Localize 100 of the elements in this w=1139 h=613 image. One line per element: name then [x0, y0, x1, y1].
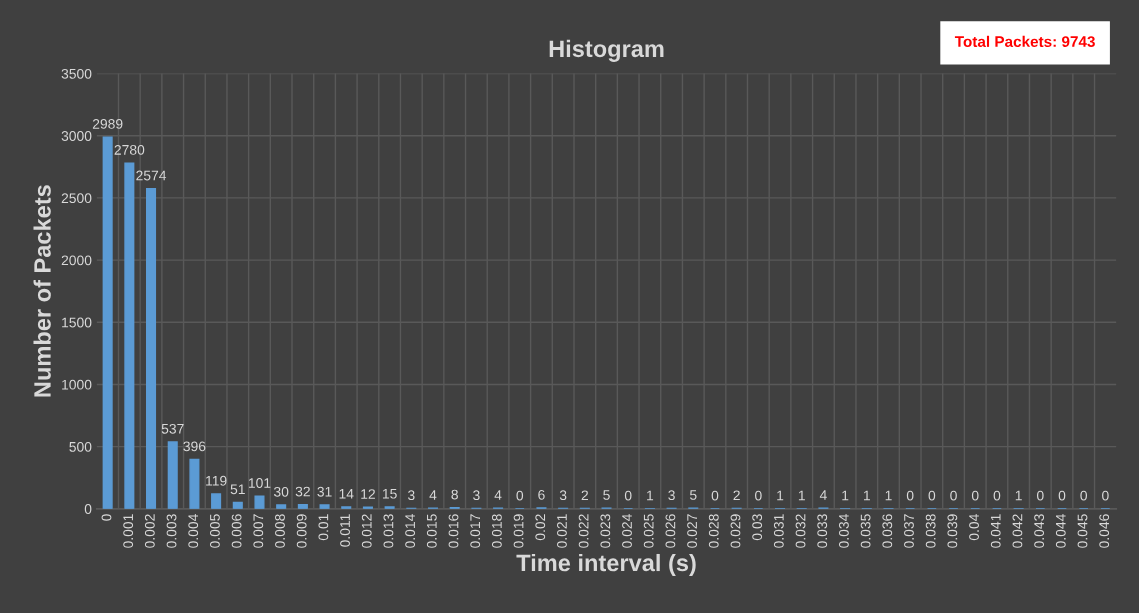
x-tick-label: 0.038: [925, 514, 936, 548]
x-tick-label: 0.002: [144, 514, 155, 548]
data-label: 1: [798, 490, 805, 501]
x-tick-label: 0.006: [231, 514, 242, 548]
x-tick-label: 0.044: [1055, 514, 1066, 548]
x-tick-label: 0.026: [665, 514, 676, 548]
x-tick-label: 0.012: [361, 514, 372, 548]
data-label: 2989: [92, 118, 123, 129]
data-label: 1: [777, 490, 784, 501]
x-tick-label: 0.03: [752, 514, 763, 541]
data-label: 2574: [136, 170, 167, 181]
data-label: 1: [647, 490, 654, 501]
x-tick-label: 0.018: [491, 514, 502, 548]
data-label: 4: [429, 490, 437, 500]
data-label: 3: [668, 490, 675, 501]
y-axis-title: Number of Packets: [33, 185, 51, 397]
chart-title: Histogram: [549, 39, 664, 62]
x-tick-label: 0.04: [969, 514, 979, 541]
x-tick-label: 0.027: [687, 514, 697, 548]
data-label: 0: [993, 490, 1001, 501]
text: Total Packets: 9743: [954, 35, 1095, 48]
data-label: 396: [183, 441, 206, 452]
y-tick-label: 2000: [61, 255, 92, 266]
y-tick-label: 2500: [61, 193, 92, 204]
data-label: 5: [603, 490, 610, 500]
x-tick-label: 0.005: [210, 514, 220, 548]
x-tick-label: 0.029: [730, 514, 741, 548]
x-tick-label: 0.011: [340, 514, 350, 547]
data-label: 3: [473, 490, 480, 501]
x-tick-label: 0.02: [535, 514, 546, 541]
x-tick-label: 0.046: [1099, 514, 1110, 548]
x-tick-label: 0.017: [470, 514, 481, 548]
data-label: 12: [361, 489, 375, 499]
data-label: 1: [863, 490, 870, 501]
x-tick-label: 0.009: [296, 514, 307, 548]
data-label: 0: [1080, 490, 1088, 501]
x-tick-label: 0.003: [166, 514, 177, 548]
x-tick-label: 0: [101, 514, 112, 521]
data-label: 8: [451, 489, 458, 500]
x-tick-label: 0.016: [448, 514, 459, 548]
x-axis-title: Time interval (s): [516, 553, 696, 576]
x-tick-label: 0.039: [947, 514, 958, 548]
x-tick-label: 0.028: [708, 514, 719, 548]
x-tick-label: 0.019: [513, 514, 524, 548]
data-label: 1: [885, 490, 892, 501]
x-tick-label: 0.043: [1034, 514, 1045, 548]
data-label: 14: [339, 489, 354, 499]
data-label: 1: [842, 490, 849, 501]
x-tick-label: 0.007: [253, 514, 264, 548]
y-tick-label: 1500: [62, 317, 92, 328]
x-tick-label: 0.045: [1077, 514, 1088, 548]
x-tick-label: 0.01: [318, 514, 329, 541]
x-tick-label: 0.021: [557, 514, 567, 548]
x-tick-label: 0.042: [1012, 514, 1023, 548]
x-tick-label: 0.032: [795, 514, 806, 548]
data-label: 3: [559, 490, 567, 501]
data-label: 0: [1102, 490, 1109, 501]
data-label: 0: [1036, 490, 1044, 501]
data-label: 30: [273, 486, 289, 497]
data-label: 0: [516, 490, 524, 501]
x-tick-label: 0.024: [622, 514, 632, 548]
data-label: 15: [382, 488, 397, 499]
data-label: 101: [248, 478, 271, 488]
y-tick-label: 1000: [62, 379, 92, 390]
x-tick-label: 0.001: [123, 514, 134, 548]
x-tick-label: 0.035: [860, 514, 871, 548]
data-label: 0: [1058, 490, 1066, 501]
y-tick-label: 0: [84, 504, 92, 514]
data-label: 0: [950, 490, 957, 501]
data-label: 31: [317, 486, 332, 497]
x-tick-label: 0.014: [405, 514, 416, 548]
data-label: 0: [928, 490, 936, 501]
x-tick-label: 0.013: [383, 514, 394, 548]
data-label: 3: [407, 490, 415, 501]
x-tick-label: 0.036: [882, 514, 893, 548]
data-label: 2: [581, 490, 588, 501]
x-tick-label: 0.004: [188, 514, 199, 548]
data-label: 0: [624, 490, 632, 501]
x-tick-label: 0.041: [990, 514, 1001, 548]
data-label: 0: [711, 490, 719, 501]
x-tick-label: 0.023: [600, 514, 611, 548]
data-label: 2: [733, 490, 740, 501]
x-tick-label: 0.034: [838, 514, 849, 548]
data-label: 0: [971, 490, 979, 501]
x-tick-label: 0.033: [817, 514, 828, 548]
data-label: 32: [295, 486, 310, 497]
x-tick-label: 0.008: [275, 514, 285, 548]
data-label: 0: [906, 490, 914, 501]
data-label: 51: [230, 484, 245, 495]
data-label: 119: [206, 475, 227, 486]
x-tick-label: 0.037: [904, 514, 914, 548]
x-tick-label: 0.022: [578, 514, 589, 548]
x-tick-label: 0.015: [426, 514, 437, 548]
data-label: 5: [689, 490, 697, 500]
data-label: 6: [538, 489, 545, 500]
x-tick-label: 0.031: [773, 514, 784, 548]
data-label: 4: [494, 490, 502, 500]
data-label: 0: [755, 490, 762, 501]
y-tick-label: 3500: [61, 68, 92, 79]
data-label: 2780: [114, 144, 145, 155]
